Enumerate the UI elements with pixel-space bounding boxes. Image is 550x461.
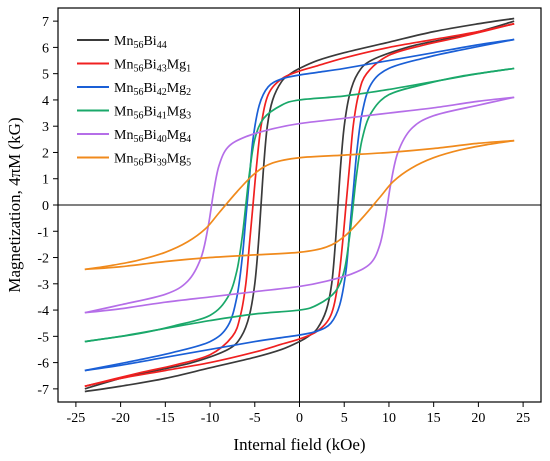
legend-label-part: 41 (157, 111, 167, 122)
legend-label: Mn56Bi39Mg5 (114, 152, 191, 169)
legend-label-part: 56 (133, 40, 143, 51)
legend-label-part: 44 (157, 40, 167, 51)
series-line-Mn56Bi40Mg4-ascending (84, 96, 515, 314)
legend-item: Mn56Bi40Mg4 (77, 128, 191, 145)
legend-label-part: Mn (114, 105, 133, 120)
legend-label-part: 42 (157, 87, 167, 98)
y-tick-label: 6 (42, 41, 49, 56)
legend-label-part: Mg (167, 58, 186, 73)
legend-label-part: Mn (114, 58, 133, 73)
series-Mn56Bi41Mg3 (84, 67, 515, 343)
series-line-Mn56Bi44-ascending (84, 20, 515, 393)
legend-label-part: Mn (114, 81, 133, 96)
legend-label-part: Bi (143, 105, 156, 120)
x-axis-ticks: -25 -20 -15 -10 -5 0 5 10 15 20 25 (67, 402, 530, 426)
series-line-Mn56Bi42Mg2-descending (84, 38, 515, 372)
legend-label-part: Bi (143, 58, 156, 73)
series-line-Mn56Bi41Mg3-descending (84, 67, 515, 343)
legend-label-part: Bi (143, 128, 156, 143)
x-tick-label: -20 (111, 411, 130, 426)
y-tick-label: -6 (37, 357, 49, 372)
series-Mn56Bi42Mg2 (84, 38, 515, 372)
legend-label-part: 56 (133, 64, 143, 75)
series-Mn56Bi39Mg5 (84, 139, 515, 271)
series-line-Mn56Bi43Mg1-descending (84, 22, 515, 388)
y-tick-label: -1 (37, 225, 49, 240)
x-tick-label: 20 (471, 411, 485, 426)
y-axis-ticks: -7 -6 -5 -4 -3 -2 -1 0 1 2 3 4 5 6 7 (37, 15, 58, 398)
x-axis-title: Internal field (kOe) (233, 435, 365, 454)
y-tick-label: -7 (37, 383, 49, 398)
y-tick-label: 2 (42, 146, 49, 161)
y-tick-label: 4 (42, 94, 49, 109)
y-tick-label: 1 (42, 173, 49, 188)
legend-label-part: 40 (157, 134, 167, 145)
legend-label-part: 56 (133, 134, 143, 145)
legend-label-part: 56 (133, 111, 143, 122)
y-tick-label: -4 (37, 304, 49, 319)
series-line-Mn56Bi41Mg3-ascending (84, 67, 515, 343)
y-tick-label: 0 (42, 199, 49, 214)
y-tick-label: -2 (37, 252, 49, 267)
y-tick-label: 7 (42, 15, 49, 30)
x-tick-label: 5 (341, 411, 348, 426)
legend-label-part: Mn (114, 152, 133, 167)
legend-label-part: Mg (167, 81, 186, 96)
series-layer (84, 17, 515, 393)
series-line-Mn56Bi39Mg5-descending (84, 139, 515, 271)
x-tick-label: 0 (296, 411, 303, 426)
legend-label-part: 43 (157, 64, 167, 75)
series-Mn56Bi44 (84, 17, 515, 393)
legend-label-part: Mn (114, 128, 133, 143)
legend-label-part: 56 (133, 158, 143, 169)
legend-label: Mn56Bi41Mg3 (114, 105, 191, 122)
legend-label-part: 56 (133, 87, 143, 98)
legend-label: Mn56Bi40Mg4 (114, 128, 191, 145)
legend-label: Mn56Bi43Mg1 (114, 58, 191, 75)
y-tick-label: 5 (42, 68, 49, 83)
y-tick-label: -5 (37, 330, 49, 345)
series-line-Mn56Bi44-descending (84, 17, 515, 390)
x-tick-label: -10 (201, 411, 220, 426)
y-axis-title: Magnetization, 4πM (kG) (5, 117, 24, 292)
series-line-Mn56Bi43Mg1-ascending (84, 22, 515, 388)
x-tick-label: -25 (67, 411, 86, 426)
y-tick-label: -3 (37, 278, 49, 293)
legend-label-part: 3 (186, 111, 191, 122)
legend-item: Mn56Bi42Mg2 (77, 81, 191, 98)
legend-label: Mn56Bi42Mg2 (114, 81, 191, 98)
x-tick-label: -15 (156, 411, 175, 426)
series-line-Mn56Bi42Mg2-ascending (84, 38, 515, 372)
legend: Mn56Bi44Mn56Bi43Mg1Mn56Bi42Mg2Mn56Bi41Mg… (77, 34, 191, 169)
x-tick-label: 25 (516, 411, 530, 426)
x-tick-label: 10 (382, 411, 396, 426)
series-line-Mn56Bi39Mg5-ascending (84, 139, 515, 271)
legend-label-part: Mn (114, 34, 133, 49)
legend-label-part: Mg (167, 128, 186, 143)
x-tick-label: -5 (249, 411, 261, 426)
legend-item: Mn56Bi44 (77, 34, 167, 51)
legend-label-part: 1 (186, 64, 191, 75)
y-tick-label: 3 (42, 120, 49, 135)
series-line-Mn56Bi40Mg4-descending (84, 96, 515, 314)
legend-label-part: Mg (167, 152, 186, 167)
series-Mn56Bi43Mg1 (84, 22, 515, 388)
legend-label-part: 2 (186, 87, 191, 98)
legend-label-part: 39 (157, 158, 167, 169)
legend-item: Mn56Bi43Mg1 (77, 58, 191, 75)
legend-label-part: Bi (143, 34, 156, 49)
legend-label-part: Bi (143, 152, 156, 167)
legend-item: Mn56Bi39Mg5 (77, 152, 191, 169)
series-Mn56Bi40Mg4 (84, 96, 515, 314)
legend-label-part: Bi (143, 81, 156, 96)
legend-label-part: 5 (186, 158, 191, 169)
legend-label-part: 4 (186, 134, 191, 145)
legend-label: Mn56Bi44 (114, 34, 167, 51)
legend-label-part: Mg (167, 105, 186, 120)
x-tick-label: 15 (427, 411, 441, 426)
legend-item: Mn56Bi41Mg3 (77, 105, 191, 122)
